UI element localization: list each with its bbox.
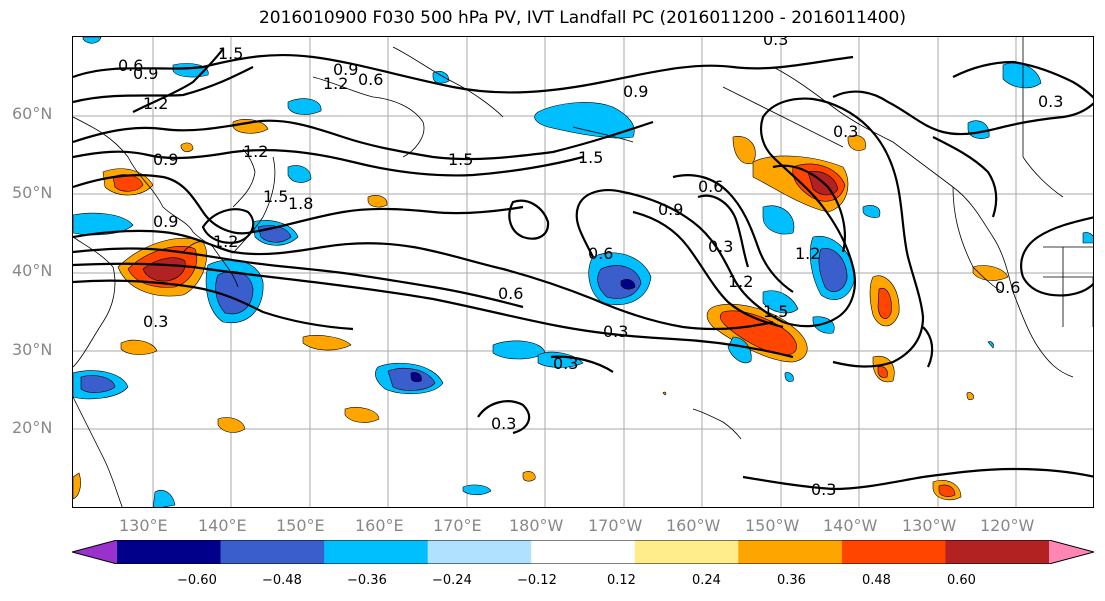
contour-label: 1.5 [763, 302, 788, 321]
contour-label: 0.3 [708, 237, 733, 256]
lon-label-160w: 160°W [666, 516, 721, 535]
lat-label-50n: 50°N [12, 183, 53, 202]
contour-label: 1.8 [288, 194, 313, 213]
colorbar-tick: 0.12 [607, 573, 636, 588]
colorbar-swatch [634, 540, 739, 564]
map-canvas: 0.6 0.9 1.2 1.5 0.6 0.9 1.2 0.9 1.2 1.5 … [73, 37, 1093, 507]
colorbar-swatch [945, 540, 1050, 564]
contour-label: 0.3 [811, 480, 836, 499]
lat-label-30n: 30°N [12, 340, 53, 359]
colorbar-swatch [531, 540, 636, 564]
contour-label: 0.9 [133, 64, 158, 83]
contour-label: 0.3 [1038, 92, 1063, 111]
pv-contours [73, 48, 1093, 491]
contour-label: 0.6 [698, 177, 723, 196]
colorbar-tick: −0.24 [432, 573, 472, 588]
contour-label: 0.9 [153, 150, 178, 169]
lat-label-20n: 20°N [12, 418, 53, 437]
lon-label-170e: 170°E [433, 516, 482, 535]
contour-label: 1.5 [578, 148, 603, 167]
lon-label-180w: 180°W [509, 516, 564, 535]
colorbar-extend-low [72, 540, 117, 564]
contour-label: 0.6 [995, 278, 1020, 297]
contour-labels: 0.6 0.9 1.2 1.5 0.6 0.9 1.2 0.9 1.2 1.5 … [118, 37, 1063, 499]
contour-label: 1.2 [323, 74, 348, 93]
colorbar-swatch [324, 540, 429, 564]
lon-label-150w: 150°W [745, 516, 800, 535]
colorbar-swatch [117, 540, 222, 564]
contour-label: 0.3 [833, 122, 858, 141]
colorbar-tick: −0.36 [347, 573, 387, 588]
map-title: 2016010900 F030 500 hPa PV, IVT Landfall… [258, 8, 906, 28]
map-panel: 0.6 0.9 1.2 1.5 0.6 0.9 1.2 0.9 1.2 1.5 … [72, 36, 1094, 508]
contour-label: 0.3 [553, 354, 578, 373]
contour-label: 0.6 [358, 70, 383, 89]
contour-label: 1.2 [795, 244, 820, 263]
colorbar-swatch [220, 540, 325, 564]
colorbar-swatch [738, 540, 843, 564]
lat-label-60n: 60°N [12, 104, 53, 123]
colorbar-tick: −0.60 [177, 573, 217, 588]
contour-label: 1.2 [243, 142, 268, 161]
contour-label: 0.9 [333, 60, 358, 79]
contour-label: 1.2 [728, 272, 753, 291]
lon-label-160e: 160°E [355, 516, 404, 535]
colorbar-tick: 0.24 [692, 573, 721, 588]
lon-label-120w: 120°W [980, 516, 1035, 535]
lon-label-140w: 140°W [823, 516, 878, 535]
colorbar-swatch [841, 540, 946, 564]
lon-label-130e: 130°E [119, 516, 168, 535]
contour-label: 0.3 [603, 322, 628, 341]
lon-label-140e: 140°E [198, 516, 247, 535]
colorbar-tick: −0.48 [262, 573, 302, 588]
contour-label: 1.2 [143, 94, 168, 113]
contour-label: 0.9 [153, 212, 178, 231]
lon-label-130w: 130°W [902, 516, 957, 535]
lon-label-150e: 150°E [276, 516, 325, 535]
colorbar-extend-high [1049, 540, 1094, 564]
contour-label: 1.5 [218, 44, 243, 63]
colorbar-tick: 0.48 [862, 573, 891, 588]
colorbar-swatches [72, 540, 1094, 564]
contour-label: 0.3 [491, 414, 516, 433]
contour-label: 1.2 [213, 232, 238, 251]
contour-label: 0.6 [118, 56, 143, 75]
contour-label: 0.3 [763, 37, 788, 49]
colorbar-tick: −0.12 [517, 573, 557, 588]
lon-label-170w: 170°W [588, 516, 643, 535]
contour-label: 0.3 [143, 312, 168, 331]
contour-label: 1.5 [263, 187, 288, 206]
colorbar-swatch [427, 540, 532, 564]
lat-label-40n: 40°N [12, 261, 53, 280]
colorbar-tick: 0.36 [777, 573, 806, 588]
colorbar-tick: 0.60 [947, 573, 976, 588]
contour-label: 0.6 [498, 284, 523, 303]
contour-label: 0.9 [658, 200, 683, 219]
contour-label: 0.9 [623, 82, 648, 101]
contour-label: 1.5 [448, 150, 473, 169]
contour-label: 0.6 [588, 244, 613, 263]
colorbar [72, 540, 1094, 564]
coastlines [73, 37, 1093, 507]
